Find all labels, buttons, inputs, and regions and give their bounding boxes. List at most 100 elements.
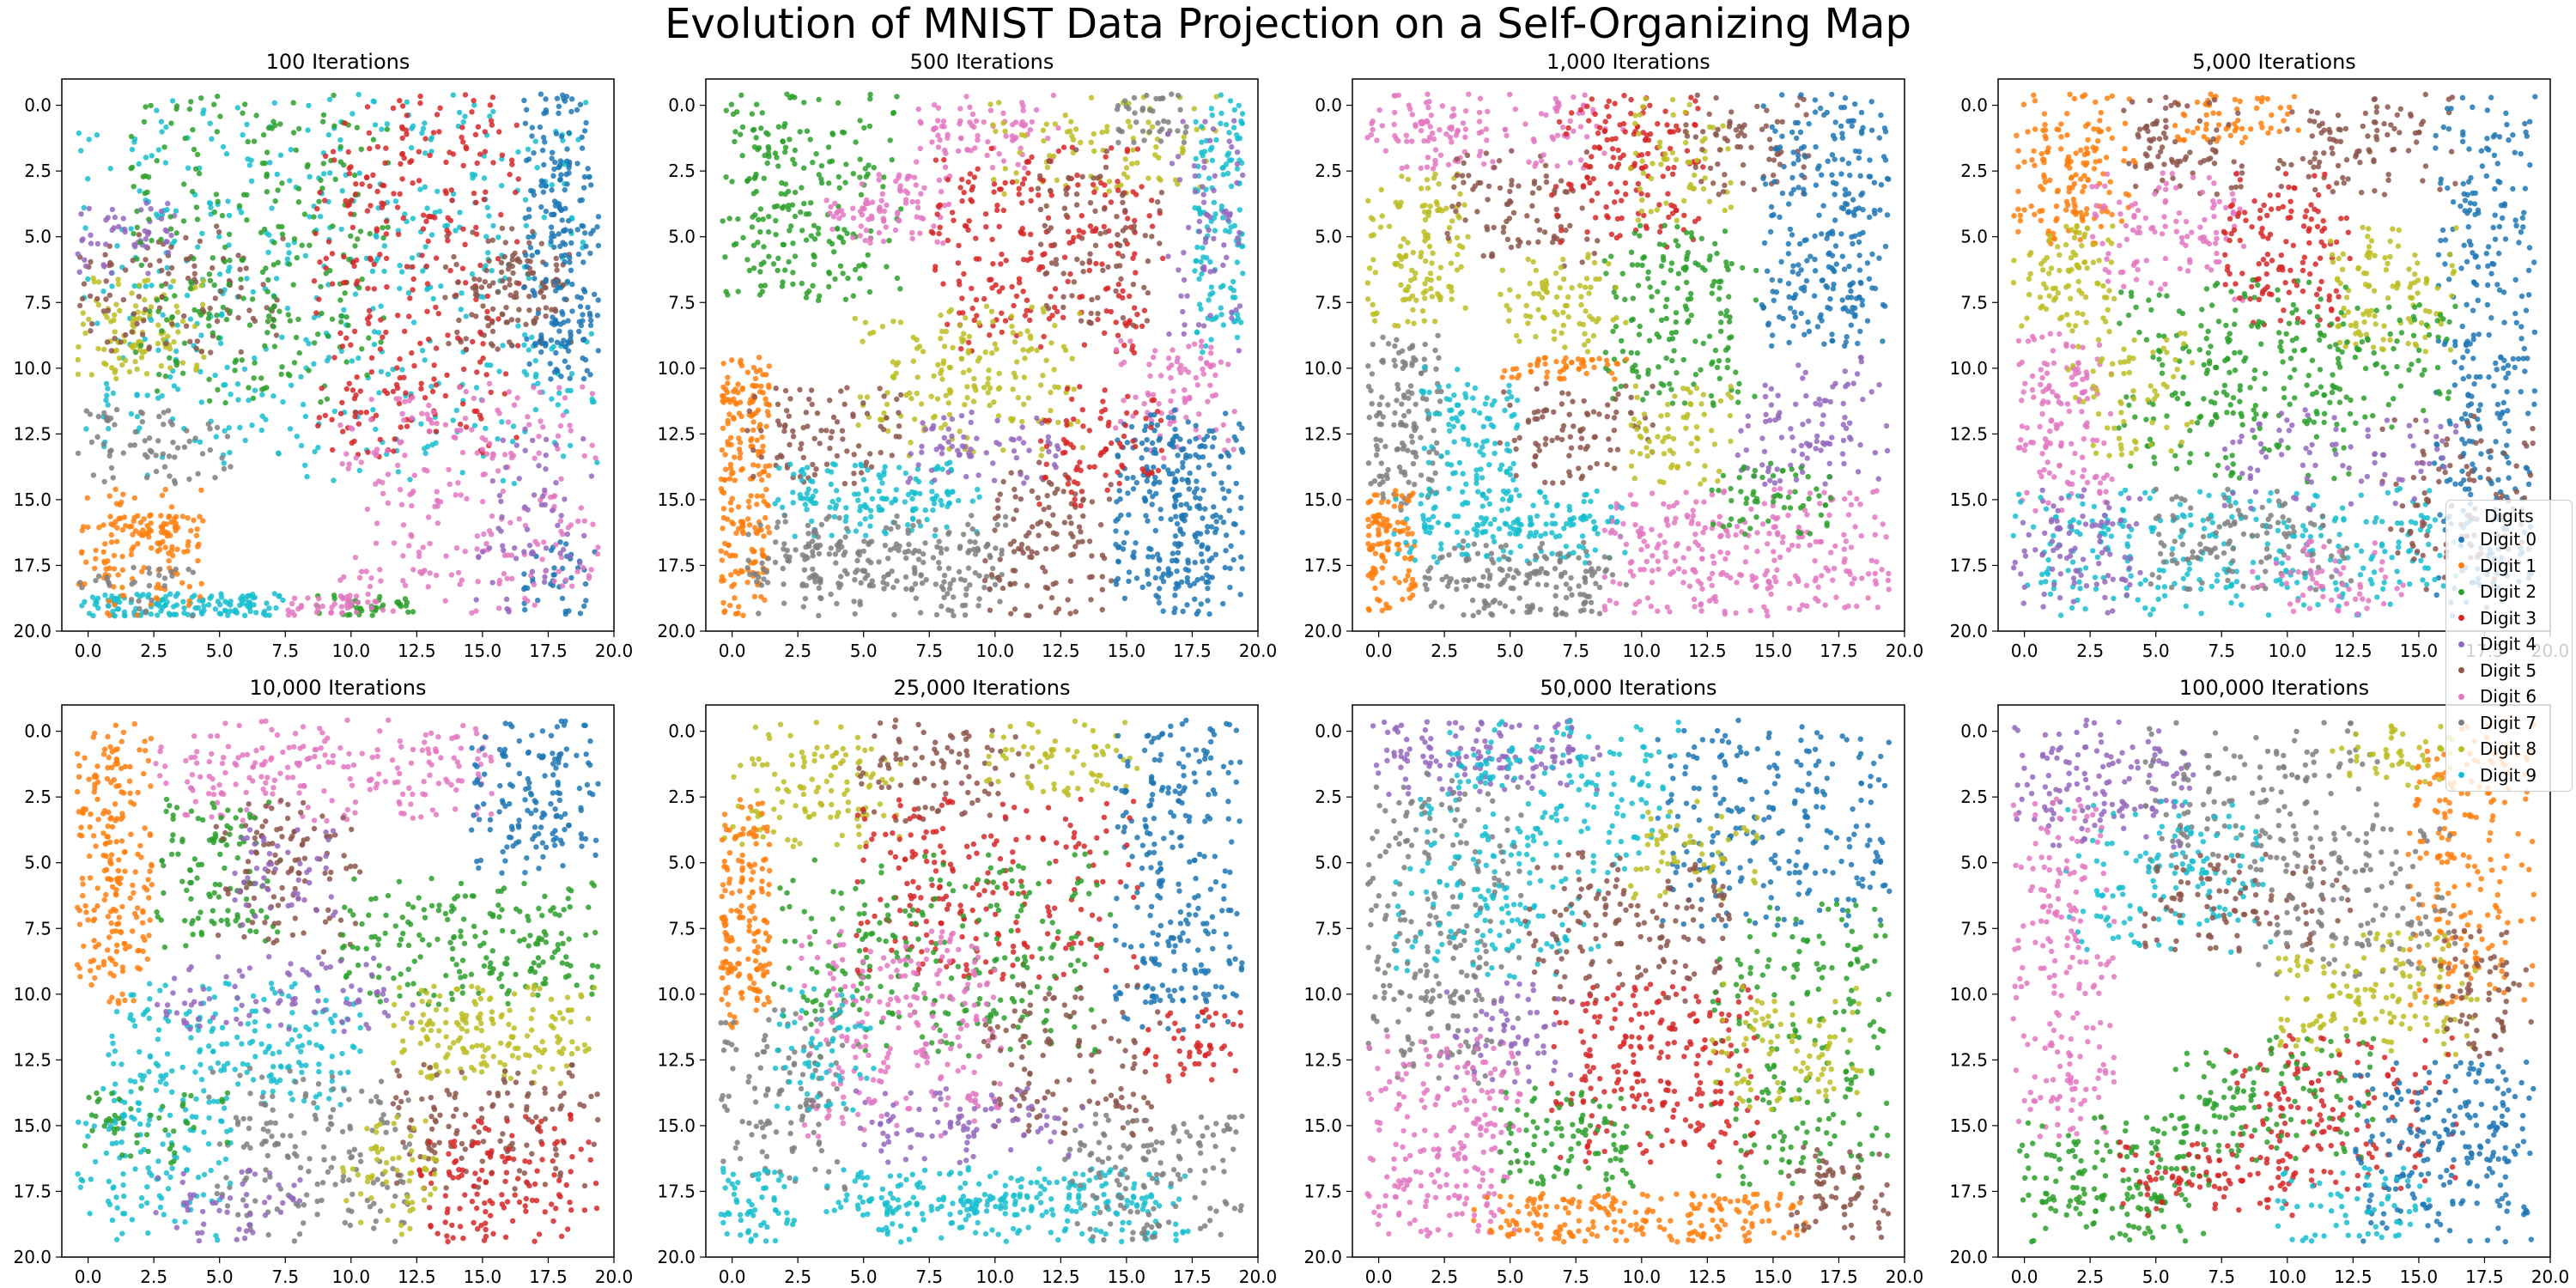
point-digit-6 [909,198,915,205]
point-digit-3 [1081,342,1088,348]
point-digit-2 [735,216,741,222]
point-digit-1 [721,477,728,483]
point-digit-3 [513,189,519,196]
point-digit-9 [1218,92,1224,98]
point-digit-2 [251,138,258,144]
point-digit-6 [483,451,490,457]
point-digit-0 [569,96,575,102]
point-digit-3 [1130,189,1136,195]
point-digit-5 [134,320,140,327]
point-digit-2 [268,307,274,313]
point-digit-2 [293,334,300,341]
point-digit-2 [782,191,788,197]
point-digit-5 [858,470,865,476]
point-digit-3 [483,189,489,195]
point-digit-5 [235,252,241,258]
point-digit-9 [534,165,540,171]
point-digit-6 [338,604,345,610]
point-digit-9 [909,495,915,502]
point-digit-5 [163,341,169,347]
point-digit-3 [417,93,423,100]
point-digit-2 [216,335,222,341]
point-digit-5 [1015,545,1022,552]
point-digit-0 [1115,453,1121,459]
point-digit-6 [931,223,937,229]
point-digit-2 [841,227,848,233]
point-digit-0 [562,205,568,211]
point-digit-3 [435,311,441,317]
point-digit-0 [1143,513,1149,519]
point-digit-6 [1204,360,1210,366]
point-digit-9 [834,488,840,494]
point-digit-9 [929,489,935,495]
point-digit-6 [963,94,969,100]
point-digit-5 [1036,532,1042,538]
point-digit-2 [271,303,277,309]
point-digit-4 [530,437,536,444]
point-digit-7 [939,603,945,610]
point-digit-3 [469,109,475,115]
point-digit-5 [498,259,505,266]
point-digit-0 [579,222,585,229]
point-digit-0 [1206,557,1212,563]
point-digit-1 [732,611,739,617]
point-digit-2 [732,138,738,145]
point-digit-2 [210,255,216,261]
point-digit-9 [258,427,264,434]
point-digit-3 [1028,231,1034,238]
point-digit-3 [1115,179,1121,185]
point-digit-5 [193,345,199,351]
point-digit-7 [170,440,176,446]
point-digit-8 [962,402,968,408]
point-digit-7 [765,556,772,562]
point-digit-7 [945,591,951,597]
point-digit-3 [395,313,401,319]
point-digit-9 [876,472,882,478]
point-digit-6 [562,395,568,401]
point-digit-6 [399,410,405,416]
point-digit-1 [725,374,731,380]
point-digit-4 [1236,303,1243,309]
point-digit-9 [244,121,250,128]
point-digit-5 [207,305,213,312]
point-digit-1 [115,572,121,578]
point-digit-6 [1167,421,1173,427]
point-digit-0 [539,147,546,154]
point-digit-2 [226,282,232,288]
point-digit-9 [1194,244,1200,251]
point-digit-8 [1022,355,1028,361]
point-digit-9 [306,341,312,347]
point-digit-7 [903,586,909,592]
point-digit-3 [477,262,483,269]
point-digit-3 [1090,228,1096,234]
point-digit-3 [330,447,336,453]
point-digit-4 [1221,242,1227,248]
point-digit-0 [584,368,590,374]
point-digit-0 [558,374,564,380]
point-digit-3 [477,359,483,365]
point-digit-9 [338,226,344,233]
point-digit-3 [359,181,365,187]
point-digit-8 [960,369,967,375]
point-digit-0 [1218,480,1224,486]
point-digit-7 [972,551,979,557]
point-digit-0 [1220,519,1227,526]
point-digit-2 [782,144,789,150]
point-digit-7 [842,534,848,540]
point-digit-9 [428,137,434,143]
point-digit-4 [524,526,531,532]
point-digit-1 [737,455,743,461]
point-digit-8 [126,368,133,375]
point-digit-7 [814,543,820,549]
point-digit-9 [945,501,952,507]
point-digit-9 [269,205,275,211]
point-digit-8 [1121,171,1127,177]
point-digit-8 [123,357,129,363]
point-digit-7 [834,600,840,607]
point-digit-6 [567,422,573,428]
point-digit-3 [398,424,404,430]
point-digit-8 [1021,374,1028,380]
axes-frame [61,78,615,632]
point-digit-9 [1227,98,1234,104]
point-digit-9 [462,113,468,119]
